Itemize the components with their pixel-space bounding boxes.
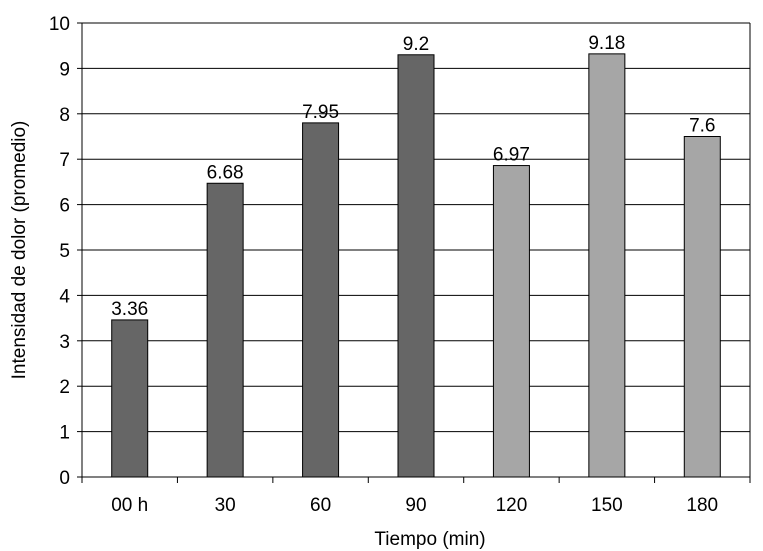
bar [397, 54, 435, 478]
data-label: 3.36 [111, 299, 148, 320]
y-tick-label: 8 [59, 105, 70, 126]
bar [302, 122, 340, 478]
x-tick-label: 30 [215, 495, 236, 516]
data-label: 9.18 [588, 33, 625, 54]
y-tick-label: 4 [59, 286, 70, 307]
bar [206, 182, 244, 478]
bars [111, 53, 721, 478]
x-tick-label: 150 [591, 495, 623, 516]
axes [77, 22, 751, 483]
y-tick-label: 10 [49, 14, 70, 35]
bar [588, 53, 626, 478]
bar [683, 136, 721, 478]
y-axis-title: Intensidad de dolor (promedio) [9, 121, 30, 380]
x-tick-label: 00 h [111, 495, 148, 516]
data-label: 6.68 [207, 162, 244, 183]
data-label: 9.2 [403, 34, 429, 55]
y-tick-labels: 0 1 2 3 4 5 6 7 8 9 10 [49, 14, 71, 489]
y-tick-label: 2 [59, 377, 70, 398]
x-tick-labels: 00 h 30 60 90 120 150 180 [111, 495, 718, 516]
data-labels: 3.36 6.68 7.95 9.2 6.97 9.18 7.6 [111, 33, 715, 320]
data-label: 7.6 [689, 116, 715, 137]
x-axis-title: Tiempo (min) [374, 529, 485, 550]
x-tick-label: 120 [496, 495, 528, 516]
x-tick-label: 60 [310, 495, 331, 516]
bar [492, 165, 530, 478]
x-tick-label: 90 [405, 495, 426, 516]
data-label: 6.97 [493, 145, 530, 166]
y-tick-label: 3 [59, 332, 70, 353]
y-tick-label: 5 [59, 241, 70, 262]
y-tick-label: 0 [59, 468, 70, 489]
y-tick-label: 6 [59, 196, 70, 217]
y-tick-label: 1 [59, 423, 70, 444]
data-label: 7.95 [302, 102, 339, 123]
y-tick-label: 9 [59, 59, 70, 80]
x-tick-label: 180 [686, 495, 718, 516]
bar [111, 319, 149, 478]
y-tick-label: 7 [59, 150, 70, 171]
